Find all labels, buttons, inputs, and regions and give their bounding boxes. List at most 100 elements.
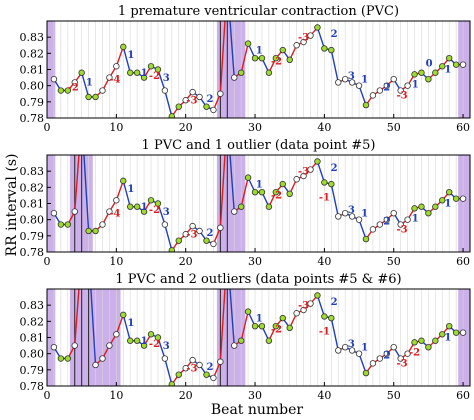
x-tick-label: 40 bbox=[317, 255, 331, 268]
data-point bbox=[244, 40, 252, 47]
series-segment bbox=[74, 289, 80, 346]
run-label: -4 bbox=[109, 208, 120, 219]
data-point bbox=[341, 209, 349, 217]
data-point bbox=[321, 313, 328, 320]
y-tick-label: 0.78 bbox=[20, 112, 45, 125]
run-label: 2 bbox=[206, 94, 213, 105]
series-segment bbox=[115, 180, 124, 201]
data-point bbox=[168, 381, 176, 386]
data-point bbox=[362, 369, 370, 377]
data-point bbox=[390, 209, 397, 217]
run-label: -3 bbox=[298, 166, 309, 177]
data-point bbox=[432, 337, 439, 344]
run-label: -2 bbox=[68, 83, 79, 94]
data-point bbox=[251, 188, 259, 196]
data-point bbox=[175, 371, 182, 378]
data-point bbox=[355, 82, 363, 89]
data-point bbox=[425, 209, 432, 217]
x-axis-label: Beat number bbox=[211, 402, 304, 418]
data-point bbox=[113, 63, 120, 70]
data-point bbox=[127, 337, 134, 344]
data-point bbox=[459, 61, 467, 68]
data-point bbox=[439, 331, 446, 338]
chart-panel-3: 1 PVC and 2 outliers (data points #5 & #… bbox=[20, 272, 471, 402]
data-point bbox=[140, 74, 148, 81]
data-point bbox=[120, 311, 127, 319]
data-point bbox=[279, 180, 286, 188]
data-point bbox=[57, 221, 65, 228]
y-tick-label: 0.83 bbox=[20, 31, 45, 44]
data-point bbox=[161, 87, 169, 94]
data-point bbox=[133, 69, 141, 76]
data-point bbox=[369, 226, 377, 233]
data-point bbox=[203, 103, 210, 110]
data-point bbox=[133, 203, 141, 210]
shaded-region bbox=[458, 289, 470, 386]
data-point bbox=[189, 356, 196, 364]
series-segment bbox=[240, 177, 249, 207]
run-label: 1 bbox=[141, 202, 148, 213]
data-point bbox=[411, 339, 418, 346]
shaded-region bbox=[47, 21, 56, 118]
x-tick-label: 0 bbox=[44, 389, 51, 402]
data-point bbox=[168, 113, 176, 118]
data-point bbox=[355, 350, 363, 357]
run-label: 3 bbox=[163, 341, 170, 352]
data-point bbox=[272, 188, 280, 196]
series-segment bbox=[157, 69, 166, 91]
data-point bbox=[418, 203, 425, 210]
run-label: 1 bbox=[256, 45, 263, 56]
y-tick-label: 0.81 bbox=[20, 64, 45, 77]
series-segment bbox=[157, 337, 166, 359]
data-point bbox=[140, 208, 148, 215]
data-point bbox=[106, 342, 113, 349]
y-tick-label: 0.79 bbox=[20, 364, 45, 377]
run-label: 1 bbox=[127, 50, 134, 61]
run-label: 2 bbox=[331, 297, 338, 308]
data-point bbox=[307, 166, 314, 173]
run-label: -3 bbox=[396, 359, 407, 370]
data-point bbox=[113, 197, 120, 204]
data-point bbox=[425, 344, 432, 351]
x-tick-label: 0 bbox=[44, 121, 51, 134]
data-point bbox=[168, 247, 176, 252]
data-point bbox=[237, 337, 245, 344]
data-point bbox=[154, 200, 162, 207]
run-label: -2 bbox=[271, 325, 282, 336]
data-point bbox=[328, 314, 335, 322]
data-point bbox=[161, 355, 169, 362]
data-point bbox=[293, 176, 300, 183]
y-tick-label: 0.81 bbox=[20, 332, 45, 345]
data-point bbox=[140, 342, 148, 349]
series-segment bbox=[74, 155, 80, 212]
series-segment bbox=[164, 358, 173, 385]
data-point bbox=[376, 355, 384, 362]
data-point bbox=[196, 361, 203, 369]
data-point bbox=[293, 310, 300, 317]
data-point bbox=[445, 322, 453, 330]
run-label: 1 bbox=[127, 184, 134, 195]
run-label: 2 bbox=[206, 362, 213, 373]
series-segment bbox=[115, 46, 124, 67]
data-point bbox=[106, 208, 113, 215]
series-segment bbox=[316, 161, 326, 183]
series-segment bbox=[157, 203, 166, 225]
data-point bbox=[355, 216, 363, 223]
run-label: -2 bbox=[271, 57, 282, 68]
y-tick-label: 0.80 bbox=[20, 80, 45, 93]
data-point bbox=[404, 350, 411, 357]
data-point bbox=[85, 227, 92, 235]
data-point bbox=[397, 87, 404, 94]
data-point bbox=[71, 208, 78, 215]
x-tick-label: 20 bbox=[179, 121, 193, 134]
data-point bbox=[175, 237, 182, 244]
x-tick-label: 0 bbox=[44, 255, 51, 268]
run-label: 1 bbox=[444, 199, 451, 210]
data-point bbox=[196, 93, 203, 101]
shaded-region bbox=[47, 289, 56, 386]
data-point bbox=[300, 306, 307, 314]
series-segment bbox=[122, 46, 131, 73]
series-segment bbox=[219, 155, 226, 228]
data-point bbox=[217, 358, 224, 365]
series-segment bbox=[164, 224, 173, 251]
